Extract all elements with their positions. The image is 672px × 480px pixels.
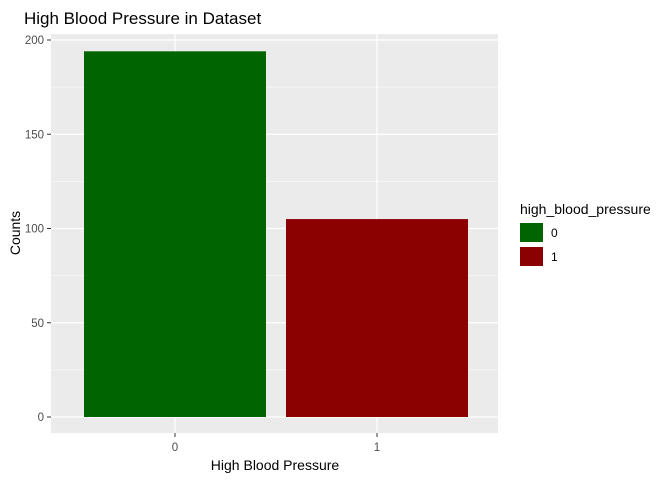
y-axis-ticks: 0 50 100 150 200 <box>25 35 51 424</box>
y-tick-label: 200 <box>25 35 44 47</box>
y-tick-label: 100 <box>25 224 44 236</box>
legend-label-0: 0 <box>551 226 558 240</box>
bar-1 <box>286 219 468 417</box>
legend-label-1: 1 <box>551 250 558 264</box>
legend-key-1 <box>520 247 543 266</box>
x-axis-title: High Blood Pressure <box>211 457 340 473</box>
y-tick-label: 50 <box>31 318 44 330</box>
legend: high_blood_pressure 0 1 <box>520 201 651 266</box>
y-tick-label: 150 <box>25 129 44 141</box>
y-tick-label: 0 <box>38 412 44 424</box>
legend-key-0 <box>520 223 543 242</box>
bars <box>84 51 468 418</box>
legend-title: high_blood_pressure <box>520 201 651 217</box>
bar-0 <box>84 51 266 418</box>
y-axis-title: Counts <box>7 211 23 255</box>
x-tick-label: 0 <box>172 442 178 454</box>
x-tick-label: 1 <box>374 442 380 454</box>
chart-title: High Blood Pressure in Dataset <box>24 9 261 28</box>
